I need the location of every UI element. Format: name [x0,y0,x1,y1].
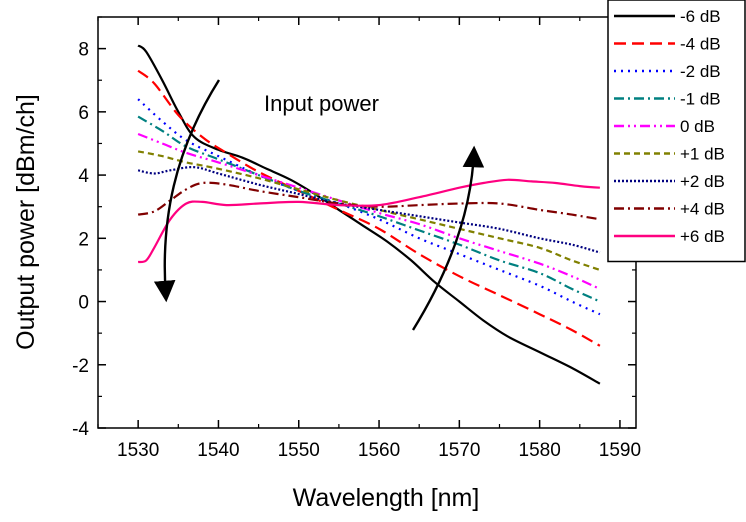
x-axis: 1530 1540 1550 1560 1570 1580 1590 [97,17,641,461]
arrow-up [411,145,485,331]
legend-box [607,0,746,263]
legend-label-7: +4 dB [680,200,725,219]
y-tick-label: 6 [78,103,89,124]
legend-label-8: +6 dB [680,227,725,246]
y-tick-label: 8 [78,40,89,61]
series-line-0 [137,44,601,385]
arrow-down [153,79,221,303]
x-tick-label: 1590 [599,440,641,461]
annotation-input-power: Input power [264,91,379,116]
series-line-7 [137,181,601,221]
x-axis-title: Wavelength [nm] [293,484,480,512]
x-tick-label: 1550 [278,440,320,461]
legend-label-5: +1 dB [680,145,725,164]
legend-label-1: -4 dB [680,35,721,54]
series-line-4 [137,132,601,290]
y-tick-label: -4 [72,419,89,440]
legend-label-6: +2 dB [680,172,725,191]
y-axis-title: Output power [dBm/ch] [12,94,40,350]
legend-label-0: -6 dB [680,7,721,26]
series-line-3 [137,115,601,303]
y-axis: -4 -2 0 2 4 6 8 [72,16,636,440]
series-layer [137,44,601,385]
series-line-5 [137,150,601,271]
x-tick-label: 1570 [438,440,480,461]
y-tick-label: -2 [72,356,89,377]
x-tick-label: 1560 [358,440,400,461]
y-tick-label: 0 [78,293,89,314]
x-tick-label: 1530 [117,440,159,461]
arrows [153,79,485,331]
series-line-2 [137,98,601,316]
legend-label-2: -2 dB [680,62,721,81]
legend-label-3: -1 dB [680,90,721,109]
legend-label-4: 0 dB [680,117,715,136]
series-line-8 [137,178,600,264]
x-tick-label: 1580 [519,440,561,461]
y-tick-label: 4 [78,166,89,187]
y-tick-label: 2 [78,229,89,250]
legend: -6 dB -4 dB -2 dB -1 dB 0 dB +1 dB +2 dB +4 dB +… [607,0,746,263]
x-tick-label: 1540 [197,440,239,461]
